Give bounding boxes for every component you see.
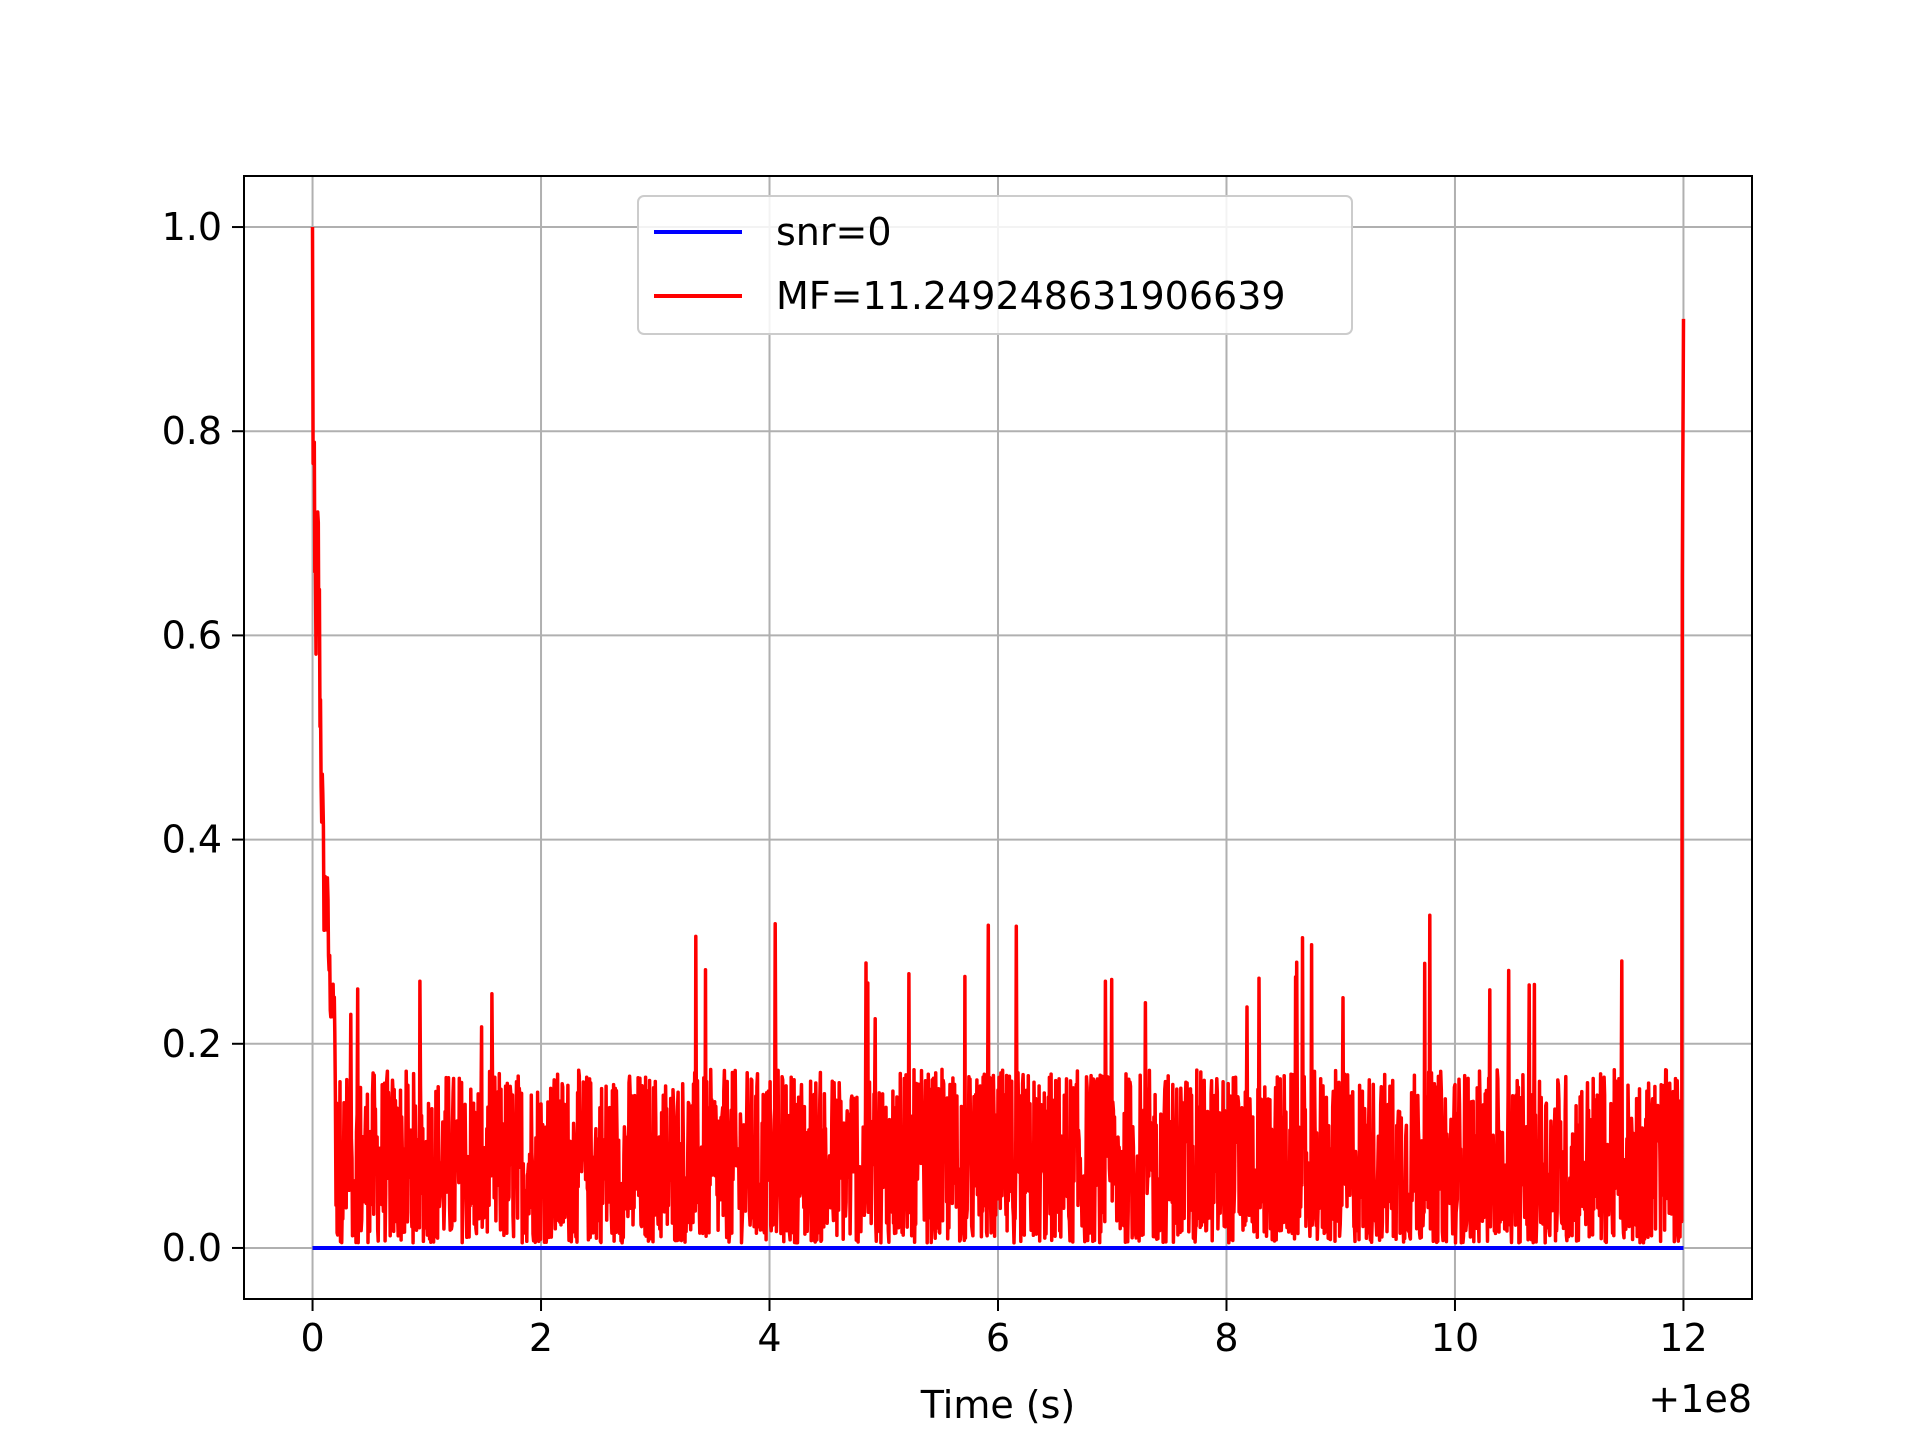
y-tick-label: 0.8 <box>162 409 222 453</box>
y-tick-label: 0.4 <box>162 818 222 862</box>
y-tick-label: 0.6 <box>162 613 222 657</box>
axis-ticks: 0 2 4 6 8 10 12 0.0 0.2 0.4 0.6 0.8 1.0 <box>162 205 1708 1360</box>
x-tick-label: 4 <box>757 1316 781 1360</box>
y-tick-label: 1.0 <box>162 205 222 249</box>
series-layer <box>310 226 1686 1250</box>
series-line-2 <box>310 226 1686 1245</box>
x-tick-label: 2 <box>529 1316 553 1360</box>
x-tick-label: 10 <box>1431 1316 1479 1360</box>
x-tick-label: 8 <box>1214 1316 1238 1360</box>
legend: snr=0 MF=11.249248631906639 <box>637 195 1353 335</box>
x-tick-label: 6 <box>986 1316 1010 1360</box>
x-tick-label: 0 <box>300 1316 324 1360</box>
x-axis-offset-label: +1e8 <box>1648 1377 1752 1421</box>
y-tick-label: 0.2 <box>162 1022 222 1066</box>
legend-box <box>637 195 1353 335</box>
x-axis-label: Time (s) <box>920 1383 1076 1427</box>
y-tick-label: 0.0 <box>162 1226 222 1270</box>
x-tick-label: 12 <box>1659 1316 1707 1360</box>
legend-entry-label: snr=0 <box>776 210 892 254</box>
legend-entry-label: MF=11.249248631906639 <box>776 274 1286 318</box>
